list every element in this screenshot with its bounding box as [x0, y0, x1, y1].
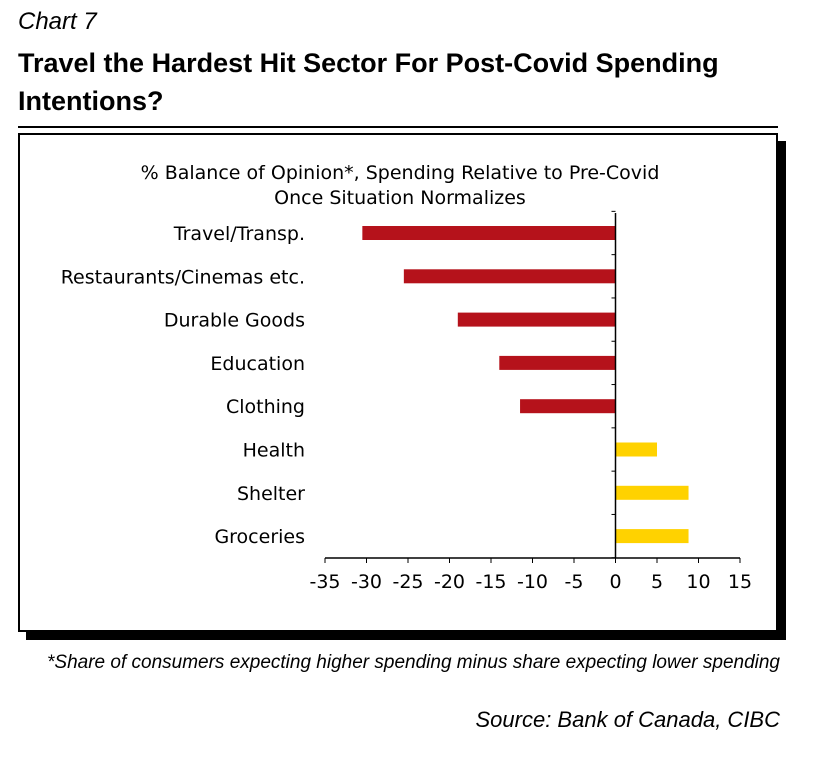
- chart-subtitle-line1: % Balance of Opinion*, Spending Relative…: [141, 162, 660, 184]
- category-label-2: Durable Goods: [164, 310, 305, 332]
- x-tick-label-1: -30: [351, 571, 382, 593]
- x-tick-label-9: 10: [686, 571, 710, 593]
- chart-subtitle-line2: Once Situation Normalizes: [274, 187, 526, 209]
- chart-frame: % Balance of Opinion*, Spending Relative…: [18, 133, 778, 632]
- category-label-5: Health: [243, 440, 305, 462]
- bar-6: [615, 485, 689, 500]
- x-tick-label-10: 15: [728, 571, 752, 593]
- category-label-7: Groceries: [214, 526, 305, 548]
- x-tick-label-4: -15: [475, 571, 506, 593]
- bar-7: [615, 529, 689, 544]
- tick-labels: -35 -30 -25 -20 -15 -10 -5 0 5 10 15: [309, 571, 752, 593]
- category-label-3: Education: [210, 353, 305, 375]
- bar-chart: % Balance of Opinion*, Spending Relative…: [61, 162, 752, 593]
- bar-3: [499, 355, 616, 370]
- chart-number: Chart 7: [18, 8, 97, 35]
- bar-0: [362, 226, 616, 240]
- chart-title: Travel the Hardest Hit Sector For Post-C…: [18, 48, 719, 116]
- x-tick-label-7: 0: [609, 571, 621, 593]
- category-label-4: Clothing: [226, 396, 305, 418]
- bars-group: [362, 226, 689, 544]
- source-note: Source: Bank of Canada, CIBC: [475, 707, 781, 732]
- x-tick-label-0: -35: [309, 571, 340, 593]
- category-label-6: Shelter: [237, 483, 305, 505]
- title-rule: [18, 126, 778, 128]
- axes-group: [324, 210, 741, 563]
- x-tick-label-3: -20: [434, 571, 465, 593]
- category-label-0: Travel/Transp.: [173, 223, 305, 245]
- bar-4: [520, 399, 616, 414]
- x-tick-label-8: 5: [651, 571, 663, 593]
- x-tick-label-2: -25: [392, 571, 423, 593]
- bar-1: [403, 269, 616, 284]
- x-tick-label-5: -10: [517, 571, 548, 593]
- category-label-1: Restaurants/Cinemas etc.: [61, 266, 305, 288]
- category-labels: Travel/Transp. Restaurants/Cinemas etc. Du…: [61, 223, 305, 548]
- x-tick-label-6: -5: [565, 571, 584, 593]
- bar-5: [615, 442, 657, 457]
- bar-2: [457, 312, 616, 327]
- footnote: *Share of consumers expecting higher spe…: [47, 652, 780, 673]
